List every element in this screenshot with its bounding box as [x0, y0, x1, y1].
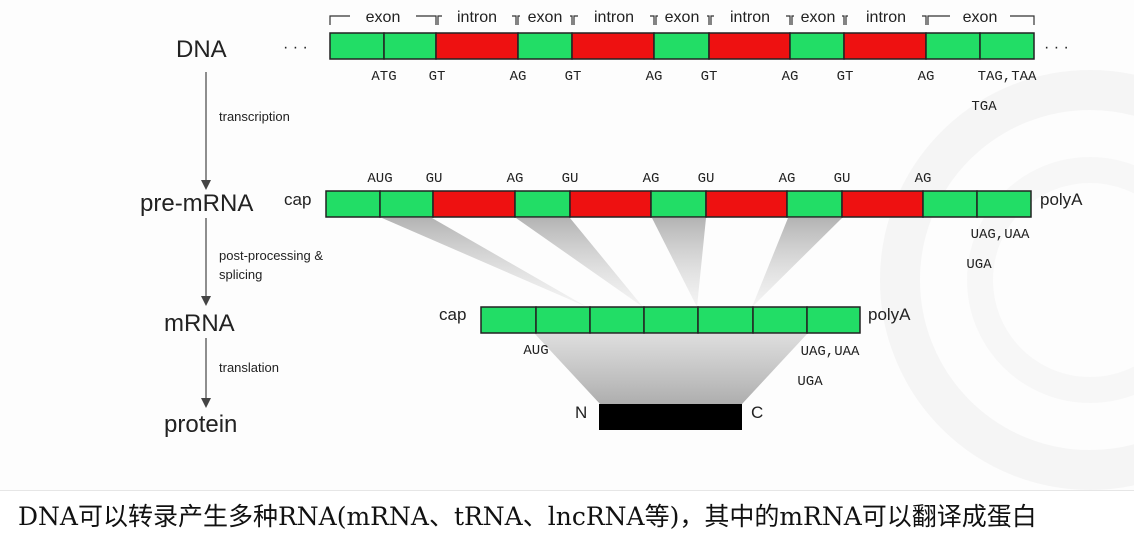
protein: N C	[575, 403, 763, 430]
pre-mrna-site-labels: AUG GU AG GU AG GU AG GU AG UAG,UAA UGA	[367, 171, 1030, 273]
step-label-splicing: splicing	[219, 267, 262, 282]
step-label-transcription: transcription	[219, 109, 290, 124]
pre-mrna-site-label: GU	[834, 171, 851, 187]
dna-site-label: AG	[782, 69, 799, 85]
dna-region-label: exon	[528, 9, 563, 26]
protein-bar	[599, 404, 742, 430]
pre-mrna-cap-label: cap	[284, 190, 311, 209]
step-label-post-processing: post-processing &	[219, 248, 323, 263]
mrna-polya-label: polyA	[868, 305, 911, 324]
dna-stop-codons: TAG,TAA	[978, 69, 1037, 85]
dna-site-labels: ATG GT AG GT AG GT AG GT AG TAG,TAA TGA	[371, 69, 1037, 115]
pre-mrna-site-label: GU	[562, 171, 579, 187]
gene-expression-diagram: DNA pre-mRNA mRNA protein transcription …	[140, 9, 1134, 490]
stage-label-pre-mrna: pre-mRNA	[140, 190, 253, 217]
dna-region-label: exon	[366, 9, 401, 26]
mrna-strand: cap polyA AUG UAG,UAA UGA	[439, 305, 911, 390]
dna-region-label: exon	[801, 9, 836, 26]
dna-site-label: AG	[510, 69, 527, 85]
mrna-site-labels: AUG UAG,UAA UGA	[523, 343, 860, 390]
stage-label-protein: protein	[164, 411, 237, 438]
dna-site-label: GT	[565, 69, 582, 85]
mrna-start-codon: AUG	[523, 343, 548, 359]
dna-site-label: AG	[646, 69, 663, 85]
dna-region-label: exon	[963, 9, 998, 26]
pre-mrna-site-label: AG	[643, 171, 660, 187]
pre-mrna-site-label: AG	[915, 171, 932, 187]
dna-region-brackets	[329, 15, 1035, 25]
dna-site-label: ATG	[371, 69, 396, 85]
dna-segments	[329, 32, 1035, 60]
stage-label-dna: DNA	[176, 36, 227, 63]
dna-site-label: GT	[837, 69, 854, 85]
protein-n-terminus: N	[575, 403, 587, 422]
dna-strand: · · · · · ·	[283, 9, 1069, 115]
mrna-segments	[480, 306, 861, 334]
flow-arrows	[201, 72, 211, 408]
dna-region-label: intron	[730, 9, 770, 26]
dna-site-label: GT	[429, 69, 446, 85]
pre-mrna-site-label: AUG	[367, 171, 392, 187]
mrna-cap-label: cap	[439, 305, 466, 324]
dna-site-label: AG	[918, 69, 935, 85]
step-label-translation: translation	[219, 360, 279, 375]
caption: DNA可以转录产生多种RNA(mRNA、tRNA、lncRNA等)，其中的mRN…	[0, 490, 1134, 542]
splice-fans	[382, 218, 842, 307]
dna-region-label: intron	[594, 9, 634, 26]
dna-region-labels: exon intron exon intron exon intron exon…	[366, 9, 998, 26]
mrna-stop-codon-uga: UGA	[797, 374, 823, 390]
stage-label-mrna: mRNA	[164, 310, 235, 337]
dna-ellipsis-right: · · ·	[1044, 39, 1069, 56]
pre-mrna-site-label: GU	[698, 171, 715, 187]
dna-region-label: intron	[866, 9, 906, 26]
translation-funnel	[535, 334, 807, 404]
pre-mrna-segments	[325, 190, 1032, 218]
dna-region-label: intron	[457, 9, 497, 26]
dna-stop-codon-tga: TGA	[971, 99, 997, 115]
background-swirl	[880, 70, 1134, 490]
mrna-stop-codons: UAG,UAA	[801, 344, 860, 360]
pre-mrna-stop-codons: UAG,UAA	[971, 227, 1030, 243]
pre-mrna-site-label: GU	[426, 171, 443, 187]
pre-mrna-stop-codon-uga: UGA	[966, 257, 992, 273]
dna-ellipsis-left: · · ·	[283, 39, 308, 56]
pre-mrna-site-label: AG	[507, 171, 524, 187]
dna-site-label: GT	[701, 69, 718, 85]
pre-mrna-polya-label: polyA	[1040, 190, 1083, 209]
pre-mrna-site-label: AG	[779, 171, 796, 187]
protein-c-terminus: C	[751, 403, 763, 422]
dna-region-label: exon	[665, 9, 700, 26]
pre-mrna-strand: cap polyA AUG GU AG GU AG	[284, 171, 1083, 273]
